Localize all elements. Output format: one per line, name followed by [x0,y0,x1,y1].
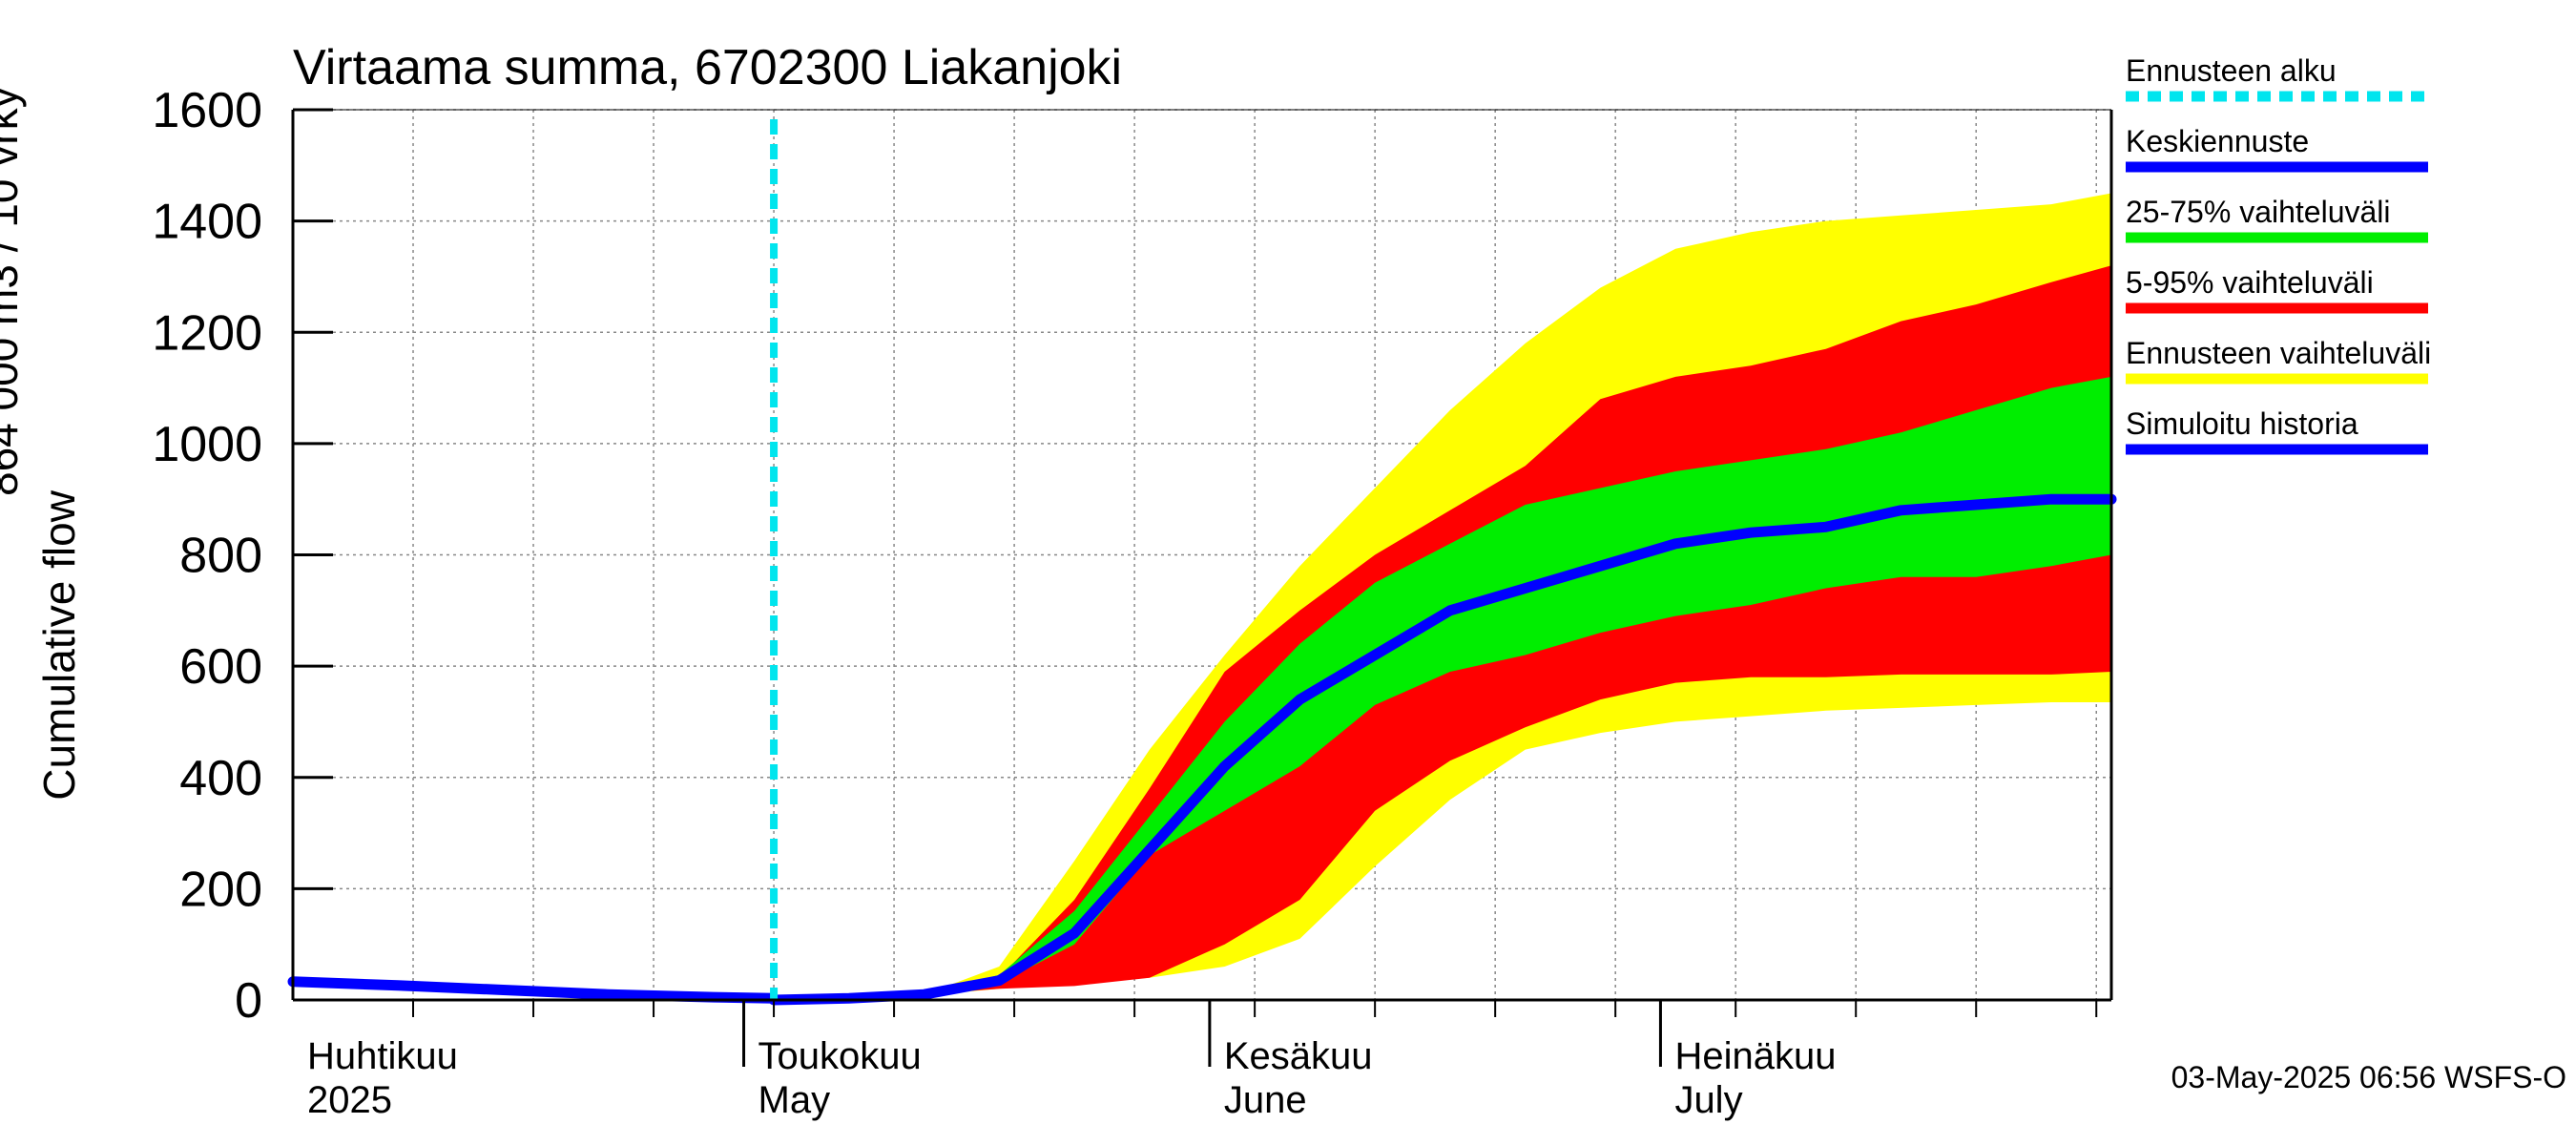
month-label-en: July [1674,1079,1742,1121]
legend-label: Ennusteen alku [2126,53,2337,88]
y-tick-label: 0 [235,973,262,1029]
month-label-fi: Toukokuu [758,1035,922,1077]
legend: Ennusteen alku Keskiennuste 25-75% vaihtel… [2126,53,2431,455]
y-tick-label: 200 [179,862,262,917]
line-simuloitu-historia [287,976,779,1004]
bands [774,193,2111,1000]
month-label-en: 2025 [307,1079,392,1121]
y-tick-label: 800 [179,529,262,584]
month-label-fi: Kesäkuu [1224,1035,1373,1077]
y-axis-label: Cumulative flow 864 000 m3 / 10 vrky [0,86,84,800]
month-label-en: June [1224,1079,1307,1121]
footer-timestamp: 03-May-2025 06:56 WSFS-O [2171,1060,2566,1094]
y-tick-label: 400 [179,751,262,806]
y-tick-label: 1200 [152,305,262,361]
month-label-fi: Heinäkuu [1674,1035,1836,1077]
y-axis-label-line1: Cumulative flow [34,489,84,800]
legend-label: Simuloitu historia [2126,406,2358,441]
y-tick-label: 1600 [152,83,262,138]
ticks: 0 200 400 600 800 1000 1200 1400 1600 Huhtikuu202… [152,83,2098,1121]
line-keskiennuste [768,493,2117,1006]
chart-title: Virtaama summa, 6702300 Liakanjoki [293,40,1122,95]
lines [287,119,2117,1006]
legend-label: 5-95% vaihteluväli [2126,265,2374,300]
legend-label: 25-75% vaihteluväli [2126,195,2391,229]
y-tick-label: 1400 [152,195,262,250]
legend-label: Keskiennuste [2126,124,2309,158]
month-label-en: May [758,1079,831,1121]
y-tick-label: 1000 [152,417,262,472]
legend-label: Ennusteen vaihteluväli [2126,336,2431,370]
month-label-fi: Huhtikuu [307,1035,458,1077]
y-axis-label-line2: 864 000 m3 / 10 vrky [0,86,27,496]
y-tick-label: 600 [179,639,262,695]
